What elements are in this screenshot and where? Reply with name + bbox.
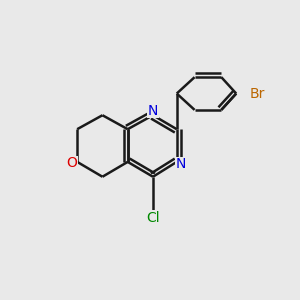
- Text: O: O: [67, 156, 78, 170]
- Text: N: N: [176, 157, 186, 171]
- Text: N: N: [148, 104, 158, 118]
- Text: Cl: Cl: [146, 211, 160, 225]
- Text: Br: Br: [249, 86, 265, 100]
